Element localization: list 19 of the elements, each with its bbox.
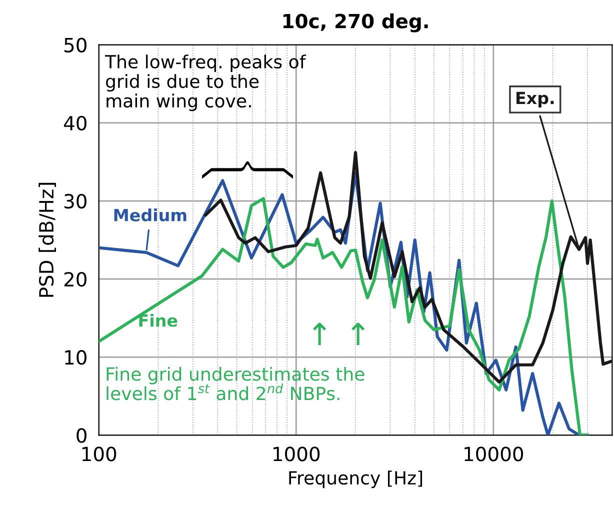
y-tick-label: 20: [64, 272, 86, 287]
y-tick-label: 50: [64, 38, 86, 52]
x-tick-label: 10000: [464, 446, 524, 462]
y-axis-title: PSD [dB/Hz]: [38, 182, 56, 297]
annotation: ↑: [313, 322, 326, 346]
x-tick-label: 100: [82, 446, 116, 462]
series-label: Fine: [139, 314, 178, 327]
x-tick-label: 1000: [274, 446, 320, 462]
chart-title: 10c, 270 deg.: [283, 13, 428, 32]
y-tick-label: 40: [64, 116, 86, 131]
y-tick-label: 10: [65, 350, 86, 365]
annotation: The low-freq. peaks of grid is due to the main wing cove.: [104, 54, 306, 112]
y-tick-label: 30: [64, 194, 86, 209]
series-label: Medium: [114, 208, 186, 222]
text: Exp.: [516, 92, 554, 108]
y-tick-label: 0: [76, 428, 86, 443]
annotation: ↑: [352, 322, 365, 346]
x-axis-title: Frequency [Hz]: [289, 470, 422, 488]
annotation: Fine grid underestimates the levels of 1$^{st}$ and 2$^{nd}$ NBPs.: [106, 366, 364, 400]
